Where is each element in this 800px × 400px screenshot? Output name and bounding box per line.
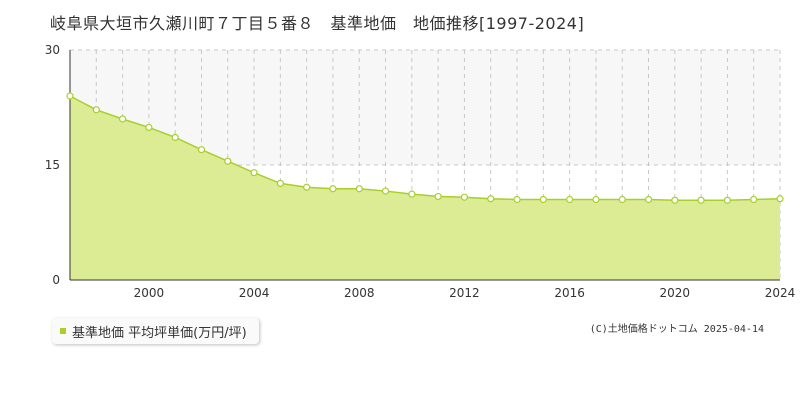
y-tick-label: 30 <box>45 43 60 57</box>
data-point <box>644 195 653 204</box>
data-point <box>750 195 758 204</box>
data-point <box>145 123 153 132</box>
x-tick-label: 2000 <box>134 286 165 300</box>
data-point <box>66 92 74 100</box>
data-point <box>329 185 337 193</box>
y-tick-label: 15 <box>45 158 60 172</box>
chart-title: 岐阜県大垣市久瀬川町７丁目５番８ 基準地価 地価推移[1997-2024] <box>50 14 585 33</box>
x-tick-label: 2016 <box>554 286 585 300</box>
data-point <box>434 192 442 201</box>
x-tick-label: 2008 <box>344 286 375 300</box>
data-point <box>381 187 390 195</box>
data-point <box>250 169 258 177</box>
data-point <box>408 190 416 198</box>
data-point <box>723 196 732 204</box>
series-area <box>70 96 780 280</box>
data-point <box>671 196 679 204</box>
data-point <box>118 115 127 123</box>
data-point <box>618 195 626 204</box>
x-tick-label: 2024 <box>765 286 796 300</box>
legend-swatch <box>60 328 66 334</box>
legend: 基準地価 平均坪単価(万円/坪) <box>52 318 259 344</box>
data-point <box>92 106 100 114</box>
x-tick-label: 2004 <box>239 286 270 300</box>
copyright-text: (C)土地価格ドットコム 2025-04-14 <box>589 324 764 335</box>
data-point <box>566 195 574 204</box>
x-tick-label: 2020 <box>660 286 691 300</box>
y-tick-label: 0 <box>52 273 60 287</box>
data-point <box>592 195 600 204</box>
data-point <box>355 185 363 193</box>
data-point <box>303 183 311 191</box>
data-point <box>460 193 469 201</box>
data-point <box>276 179 284 187</box>
data-point <box>224 157 232 165</box>
legend-label: 基準地価 平均坪単価(万円/坪) <box>72 325 247 341</box>
data-point <box>539 195 547 204</box>
x-tick-label: 2012 <box>449 286 480 300</box>
data-point <box>776 195 784 203</box>
series-line <box>69 95 781 202</box>
data-point <box>197 146 206 154</box>
data-point <box>697 196 705 204</box>
data-point <box>487 195 495 203</box>
data-point <box>171 133 179 141</box>
data-point <box>513 195 521 204</box>
